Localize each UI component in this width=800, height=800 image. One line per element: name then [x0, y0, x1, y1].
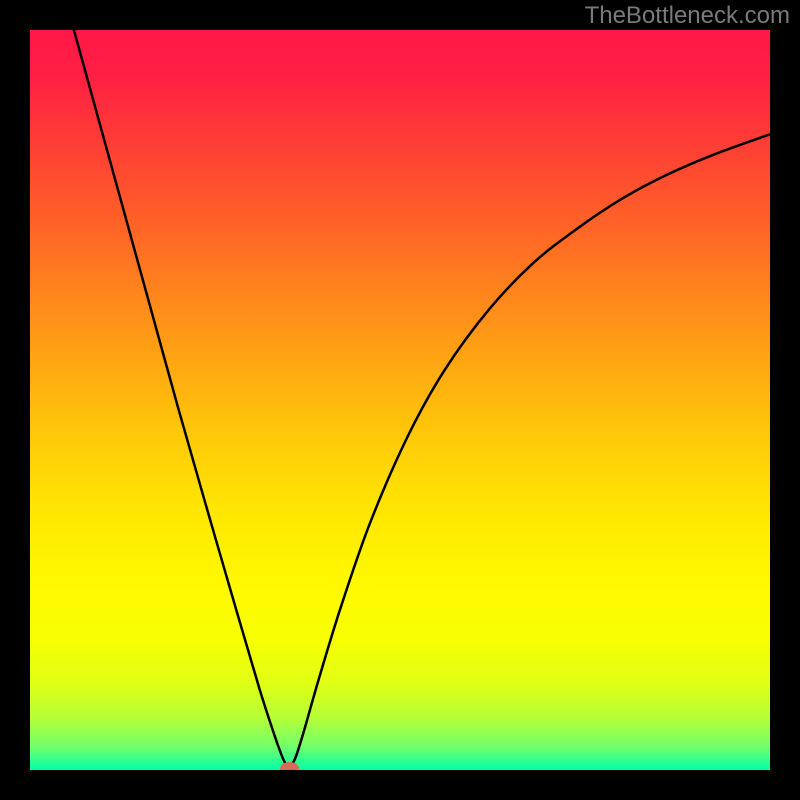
bottleneck-curve [60, 30, 770, 769]
plot-area [30, 30, 770, 770]
curve-layer [30, 30, 770, 770]
chart-container: TheBottleneck.com [0, 0, 800, 800]
minimum-marker [280, 762, 299, 770]
watermark-text: TheBottleneck.com [585, 2, 790, 30]
